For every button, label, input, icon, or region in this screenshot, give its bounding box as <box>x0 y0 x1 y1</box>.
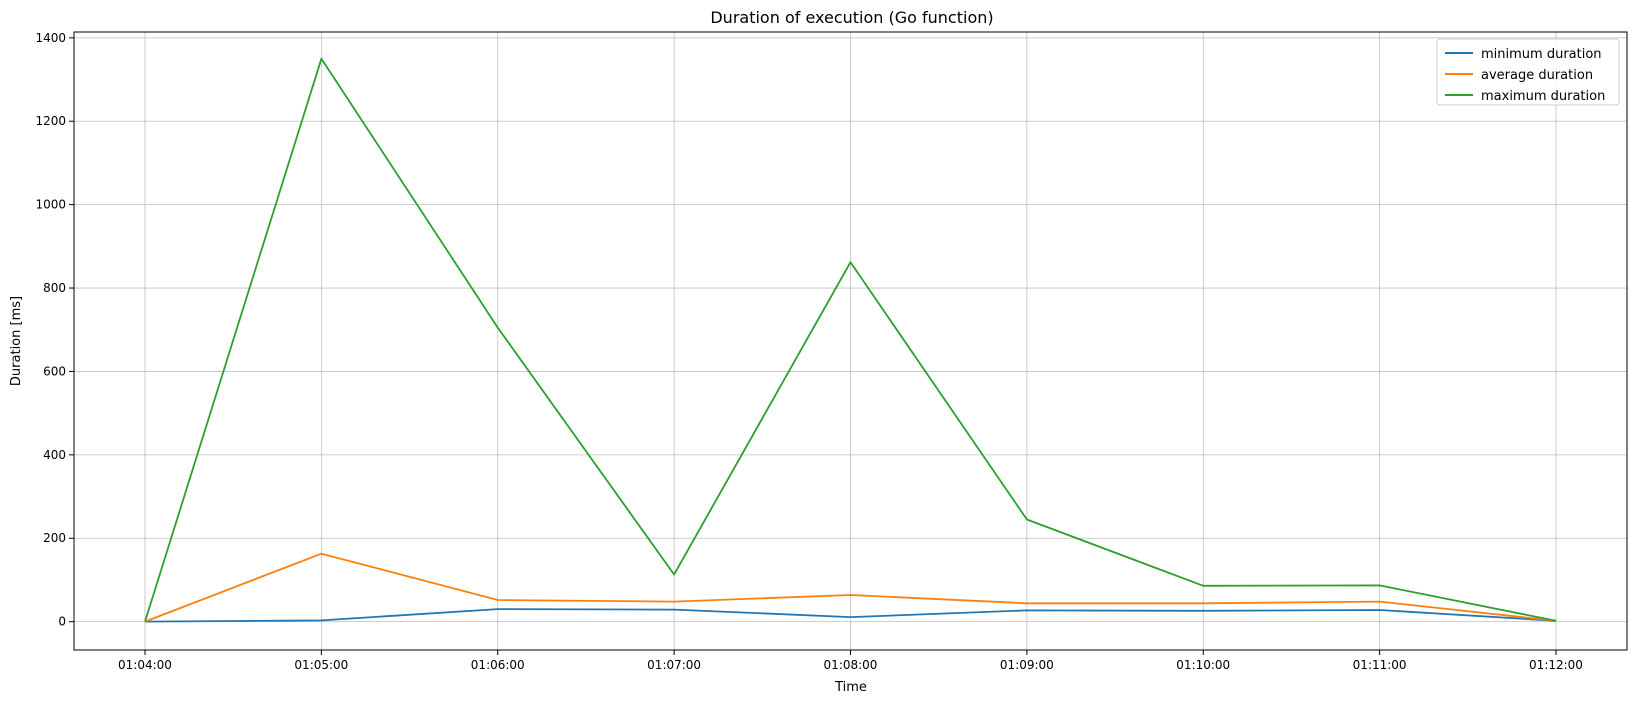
y-tick-label: 0 <box>58 615 66 629</box>
grid <box>74 32 1627 650</box>
y-axis-label: Duration [ms] <box>9 296 24 386</box>
y-tick-label: 1000 <box>35 198 66 212</box>
y-tick-label: 400 <box>43 448 66 462</box>
minimum-duration-line <box>144 608 1557 623</box>
minimum-duration-legend-label: minimum duration <box>1481 47 1602 62</box>
maximum-duration-line <box>144 57 1557 622</box>
x-axis-label: Time <box>834 680 867 695</box>
x-tick-label: 01:04:00 <box>118 658 172 672</box>
x-tick-label: 01:10:00 <box>1176 658 1230 672</box>
y-tick-label: 1400 <box>35 31 66 45</box>
y-tick-label: 200 <box>43 531 66 545</box>
x-tick-label: 01:11:00 <box>1353 658 1407 672</box>
x-tick-label: 01:09:00 <box>1000 658 1054 672</box>
x-tick-label: 01:06:00 <box>471 658 525 672</box>
plot-area-frame <box>73 31 1628 651</box>
legend: minimum duration average duration maximum … <box>1436 38 1620 106</box>
x-tick-label: 01:07:00 <box>647 658 701 672</box>
x-tick-label: 01:08:00 <box>824 658 878 672</box>
y-tick-label: 1200 <box>35 114 66 128</box>
x-tick-label: 01:05:00 <box>294 658 348 672</box>
x-tick-label: 01:12:00 <box>1529 658 1583 672</box>
series-lines <box>144 57 1557 623</box>
maximum-duration-legend-label: maximum duration <box>1481 89 1605 104</box>
y-tick-label: 600 <box>43 364 66 378</box>
average-duration-legend-label: average duration <box>1481 68 1593 83</box>
axis-ticks: 01:04:00 01:05:00 01:06:00 01:07:00 01:08:00… <box>35 31 1583 672</box>
chart-title: Duration of execution (Go function) <box>710 8 993 27</box>
y-tick-label: 800 <box>43 281 66 295</box>
average-duration-line <box>144 552 1557 623</box>
legend-box <box>1436 38 1620 106</box>
